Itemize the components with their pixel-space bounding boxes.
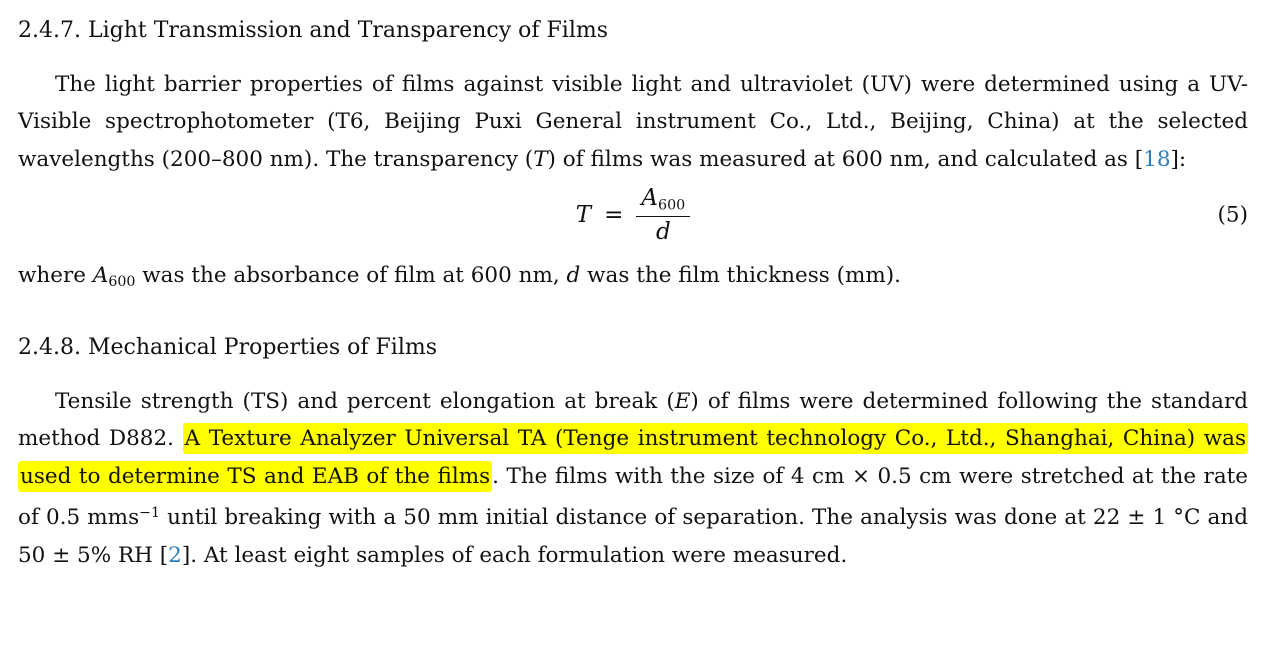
text-run: . The films with the size of 4 cm × 0.5 … bbox=[18, 463, 1248, 531]
text-run: where bbox=[18, 262, 93, 288]
text-run: E bbox=[674, 388, 691, 414]
text-run: A bbox=[92, 262, 109, 288]
section-heading-2-4-8: 2.4.8. Mechanical Properties of Films bbox=[18, 335, 438, 361]
eq-fraction: A600 d bbox=[636, 184, 691, 247]
paragraph-light-barrier: The light barrier properties of films ag… bbox=[18, 66, 1248, 179]
equation-transparency: T = A600 d (5) bbox=[18, 184, 1248, 247]
eq-variable-T: T bbox=[575, 201, 592, 228]
text-run: Tensile strength (TS) and percent elonga… bbox=[55, 388, 675, 414]
text-run: 600 bbox=[108, 273, 136, 290]
paragraph-where-definition: where A600 was the absorbance of film at… bbox=[18, 257, 1248, 301]
text-run: −1 bbox=[139, 505, 161, 522]
eq-numerator: A600 bbox=[636, 184, 691, 218]
text-run: ]: bbox=[1170, 146, 1187, 172]
paragraph-mechanical-properties: Tensile strength (TS) and percent elonga… bbox=[18, 383, 1248, 575]
text-run: T bbox=[533, 146, 548, 172]
text-run: ]. At least eight samples of each formul… bbox=[181, 542, 848, 568]
equation-body: T = A600 d bbox=[575, 184, 691, 247]
text-run: was the absorbance of film at 600 nm, bbox=[135, 262, 567, 288]
text-run: d bbox=[566, 262, 581, 288]
equation-number: (5) bbox=[1217, 202, 1248, 228]
eq-variable-A: A bbox=[641, 185, 659, 211]
citation-link-18[interactable]: 18 bbox=[1143, 146, 1171, 172]
eq-subscript-600: 600 bbox=[658, 197, 686, 214]
eq-equals-sign: = bbox=[604, 201, 624, 228]
document-page: 2.4.7. Light Transmission and Transparen… bbox=[18, 18, 1248, 575]
eq-denominator-d: d bbox=[655, 219, 671, 246]
text-run: ) of films were determined following the… bbox=[18, 388, 1248, 452]
section-heading-2-4-7: 2.4.7. Light Transmission and Transparen… bbox=[18, 18, 609, 43]
text-run: The light barrier properties of films ag… bbox=[18, 71, 1248, 172]
text-run: ) of films was measured at 600 nm, and c… bbox=[547, 146, 1144, 172]
text-run: was the film thickness (mm). bbox=[580, 262, 901, 288]
citation-link-2[interactable]: 2 bbox=[168, 542, 182, 568]
text-run: until breaking with a 50 mm initial dist… bbox=[18, 505, 1248, 568]
